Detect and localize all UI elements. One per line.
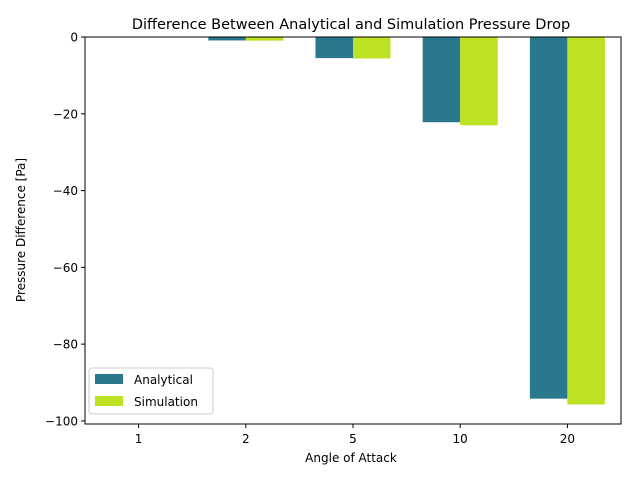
bar-simulation-2 <box>245 37 284 41</box>
legend-label-simulation: Simulation <box>134 395 198 409</box>
x-axis: 1 2 5 10 20 <box>135 424 575 446</box>
bar-analytical-10 <box>422 37 461 123</box>
chart-title: Difference Between Analytical and Simula… <box>132 17 570 33</box>
y-tick-label: −60 <box>53 261 78 275</box>
y-axis: 0 −20 −40 −60 −80 −100 <box>45 31 85 428</box>
x-tick-label: 20 <box>560 432 575 446</box>
legend: Analytical Simulation <box>88 367 214 415</box>
x-tick-label: 5 <box>349 432 357 446</box>
y-tick-label: −80 <box>53 338 78 352</box>
x-axis-label: Angle of Attack <box>305 451 397 465</box>
legend-label-analytical: Analytical <box>134 373 193 387</box>
bar-simulation-5 <box>353 37 391 59</box>
legend-swatch-simulation <box>95 396 123 406</box>
bar-analytical-5 <box>315 37 353 59</box>
bar-analytical-2 <box>208 37 246 41</box>
bar-analytical-20 <box>529 37 568 399</box>
bar-simulation-20 <box>567 37 605 405</box>
y-tick-label: −40 <box>53 184 78 198</box>
y-tick-label: −20 <box>53 107 78 121</box>
y-axis-label: Pressure Difference [Pa] <box>14 158 28 302</box>
legend-swatch-analytical <box>95 374 123 384</box>
y-tick-label: 0 <box>70 31 78 45</box>
bars-group <box>101 37 605 405</box>
x-tick-label: 2 <box>242 432 250 446</box>
bar-simulation-10 <box>460 37 498 126</box>
x-tick-label: 10 <box>453 432 468 446</box>
x-tick-label: 1 <box>135 432 143 446</box>
y-tick-label: −100 <box>45 414 78 428</box>
